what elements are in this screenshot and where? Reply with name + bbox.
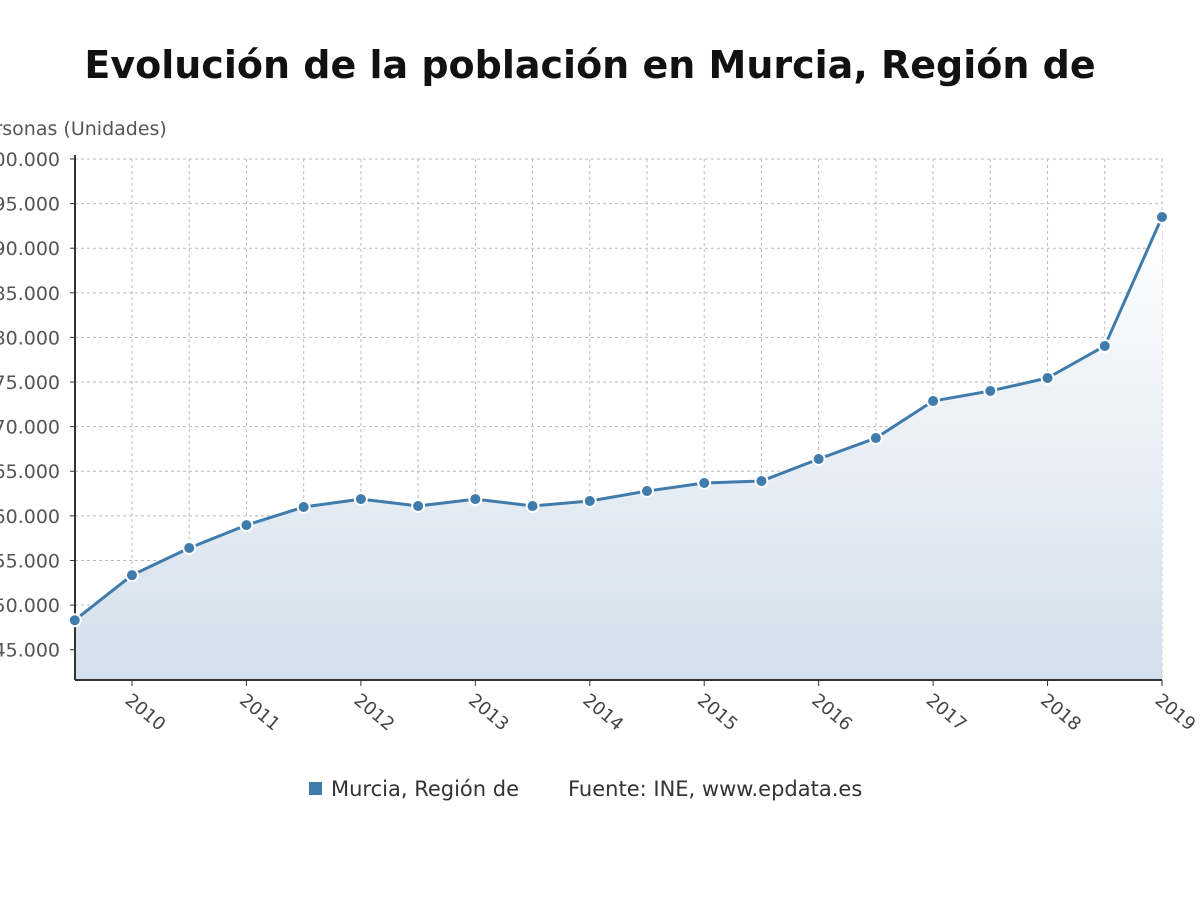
y-tick-label: 1.500.000 [0, 149, 60, 171]
x-tick-label: 2017 [922, 690, 971, 736]
x-tick-label: 2012 [350, 690, 399, 736]
data-point [754, 474, 769, 489]
y-tick-label: 1.495.000 [0, 194, 60, 216]
y-tick-label: 1.470.000 [0, 417, 60, 439]
data-point [182, 540, 197, 555]
y-tick-label: 1.465.000 [0, 461, 60, 483]
source-text: Fuente: INE, www.epdata.es [568, 777, 862, 801]
y-tick-label: 1.460.000 [0, 506, 60, 528]
x-tick-label: 2011 [235, 690, 284, 736]
y-tick-label: 1.455.000 [0, 550, 60, 572]
data-point [296, 500, 311, 515]
data-point [125, 568, 139, 583]
y-tick-label: 1.490.000 [0, 238, 60, 260]
data-point [983, 383, 998, 398]
y-tick-label: 1.450.000 [0, 595, 60, 617]
data-point [67, 613, 82, 628]
legend-swatch [309, 782, 322, 795]
x-tick-label: 2016 [807, 690, 856, 736]
y-tick-label: 1.485.000 [0, 283, 60, 305]
x-tick-label: 2018 [1036, 690, 1085, 736]
x-tick-label: 2019 [1151, 690, 1200, 736]
data-point [411, 499, 426, 514]
x-tick-label: 2010 [121, 690, 170, 736]
series-line [73, 216, 1164, 622]
data-point [1097, 338, 1112, 353]
data-point [868, 431, 883, 446]
y-tick-label: 1.480.000 [0, 327, 60, 349]
y-axis-label: Personas (Unidades) [0, 118, 167, 140]
data-point [697, 476, 712, 491]
data-point [525, 499, 540, 514]
data-point [1155, 209, 1169, 224]
data-point [1040, 371, 1055, 386]
data-point [811, 452, 826, 467]
x-tick-label: 2014 [579, 690, 628, 736]
data-point [468, 492, 483, 507]
data-point [640, 484, 654, 499]
chart-title: Evolución de la población en Murcia, Reg… [84, 43, 1095, 87]
x-tick-label: 2015 [693, 690, 742, 736]
x-tick-label: 2013 [464, 690, 513, 736]
data-point [926, 394, 941, 409]
series-area [74, 216, 1162, 680]
y-tick-label: 1.445.000 [0, 640, 60, 662]
data-point [239, 518, 254, 533]
data-point [582, 494, 597, 509]
y-tick-label: 1.475.000 [0, 372, 60, 394]
data-point [353, 492, 368, 507]
legend-label: Murcia, Región de [331, 777, 519, 801]
